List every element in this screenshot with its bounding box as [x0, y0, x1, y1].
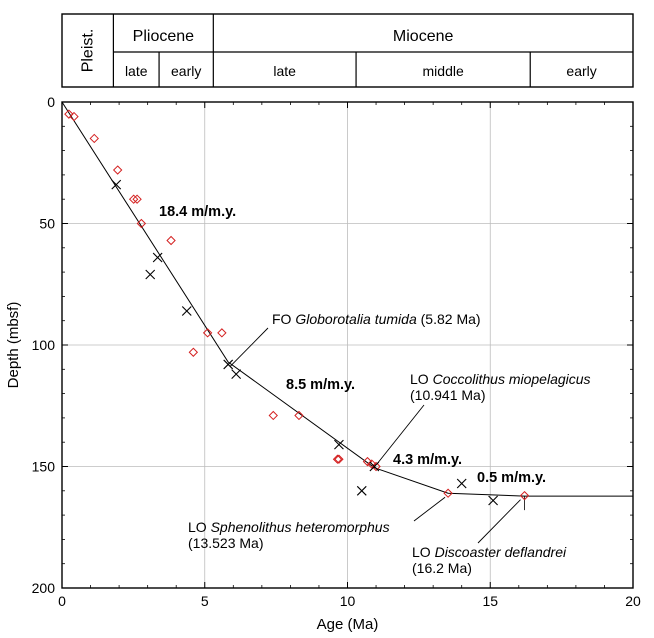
annotation-taxon: Discoaster deflandrei [435, 544, 567, 560]
x-tick-label: 15 [482, 593, 498, 609]
cross-stroke [145, 269, 156, 280]
diamond-point [332, 454, 343, 464]
cross-stroke [334, 439, 344, 450]
cross-point [152, 252, 163, 263]
rate-label: 18.4 m/m.y. [159, 204, 236, 220]
cross-point [145, 269, 156, 280]
y-tick-label: 100 [32, 337, 56, 353]
annotation-age: (13.523 Ma) [188, 535, 263, 551]
diamond-point [89, 133, 99, 144]
rate-label: 8.5 m/m.y. [286, 377, 355, 393]
annotation-lo-discoaster: LO Discoaster deflandrei [412, 544, 567, 560]
cross-point [356, 485, 367, 496]
diamond-point [217, 328, 227, 338]
diamond-point [69, 111, 79, 122]
epoch-label: Pliocene [133, 28, 194, 45]
diamond-point [367, 459, 377, 469]
annotation-leader [413, 496, 446, 522]
diamond-point [334, 454, 344, 464]
x-axis-title: Age (Ma) [317, 616, 379, 633]
epoch-label: Pleist. [80, 29, 97, 73]
cross-point [223, 359, 234, 370]
cross-stroke [152, 252, 163, 263]
diamond-point [64, 109, 74, 119]
annotation-taxon: Globorotalia tumida [295, 311, 417, 327]
x-tick-label: 5 [201, 593, 209, 609]
subepoch-label: late [125, 63, 148, 79]
annotation-age: (10.941 Ma) [410, 387, 485, 403]
cross-stroke [111, 179, 122, 190]
x-tick-label: 10 [340, 593, 356, 609]
annotation-prefix: FO [272, 311, 295, 327]
annotation-lo-sphenolithus: LO Sphenolithus heteromorphus [188, 519, 390, 535]
subepoch-label: early [171, 63, 201, 79]
cross-stroke [456, 478, 467, 489]
annotation-leader [377, 404, 425, 464]
header-frame [61, 13, 634, 88]
cross-stroke [488, 495, 498, 506]
cross-point [456, 478, 467, 489]
rate-label: 4.3 m/m.y. [393, 452, 462, 468]
cross-point [488, 495, 498, 506]
cross-stroke [181, 306, 192, 316]
epoch-label: Miocene [393, 28, 454, 45]
diamond-point [188, 347, 199, 357]
y-axis-title: Depth (mbsf) [5, 302, 22, 389]
cross-point [111, 179, 122, 190]
grid-lines [62, 102, 633, 588]
y-tick-label: 50 [39, 216, 55, 232]
diamond-point [132, 194, 142, 204]
x-tick-label: 20 [625, 593, 641, 609]
diamond-point [362, 456, 373, 467]
diamond-point [519, 490, 530, 501]
diamond-point [294, 410, 304, 421]
sedimentation-rate-line [61, 101, 633, 497]
cross-stroke [231, 369, 242, 380]
annotation-age: (16.2 Ma) [412, 560, 472, 576]
subepoch-label: late [273, 63, 296, 79]
cross-point [181, 306, 192, 316]
sedimentation-line [61, 101, 633, 511]
diamond-point [128, 194, 139, 204]
rate-label: 0.5 m/m.y. [477, 470, 546, 486]
cross-point [231, 369, 242, 380]
diamond-point [443, 488, 453, 498]
annotation-taxon: Coccolithus miopelagicus [433, 371, 591, 387]
annotation-prefix: LO [412, 544, 435, 560]
annotation-taxon: Sphenolithus heteromorphus [211, 519, 390, 535]
annotation-prefix: LO [410, 371, 433, 387]
diamond-point [268, 410, 278, 421]
data-points [64, 109, 530, 506]
annotation-fo-globorotalia: FO Globorotalia tumida (5.82 Ma) [272, 311, 481, 327]
annotation-lo-coccolithus: LO Coccolithus miopelagicus [410, 371, 591, 387]
annotation-age: (5.82 Ma) [417, 311, 481, 327]
annotation-leader [477, 499, 521, 544]
x-tick-label: 0 [58, 593, 66, 609]
cross-stroke [223, 359, 234, 370]
diamond-point [136, 218, 147, 229]
y-tick-label: 0 [47, 94, 55, 110]
diamond-point [166, 235, 176, 246]
cross-stroke [356, 485, 367, 496]
stratigraphy-header: Pleist. Pliocene Miocene late early late middl… [61, 13, 634, 88]
y-tick-label: 200 [32, 580, 56, 596]
diamond-point [112, 165, 123, 175]
annotation-prefix: LO [188, 519, 211, 535]
annotation-leader [229, 327, 269, 367]
diamond-point [202, 328, 213, 338]
cross-point [334, 439, 344, 450]
y-tick-label: 150 [32, 459, 56, 475]
subepoch-label: middle [423, 63, 464, 79]
annotations: 18.4 m/m.y. 8.5 m/m.y. 4.3 m/m.y. 0.5 m/m.y… [159, 204, 591, 576]
subepoch-label: early [566, 63, 596, 79]
